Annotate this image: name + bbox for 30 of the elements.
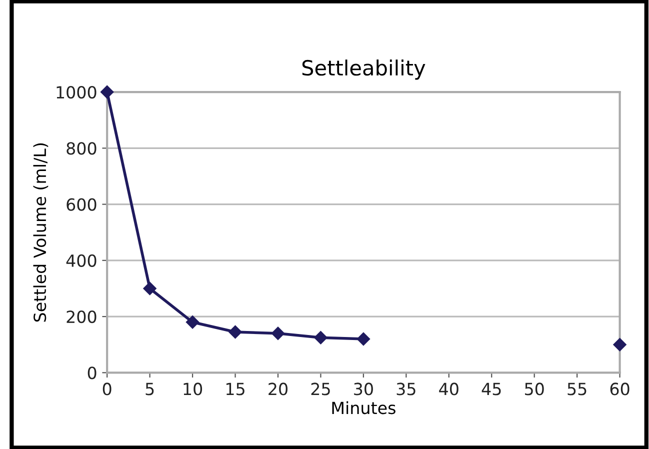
- y-axis-title: Settled Volume (ml/L): [33, 143, 48, 322]
- x-tick-label: 10: [184, 382, 202, 396]
- point: [100, 85, 114, 99]
- x-tick-label: 40: [439, 382, 458, 396]
- y-tick-label: 0: [88, 366, 96, 380]
- x-tick-label: 30: [354, 382, 373, 396]
- x-tick-label: 60: [610, 382, 630, 396]
- y-tick-label: 400: [66, 254, 96, 267]
- x-tick-label: 50: [525, 382, 544, 396]
- point: [186, 316, 200, 329]
- x-tick-label: 55: [568, 382, 586, 396]
- y-tick-label: 800: [66, 142, 96, 155]
- point: [356, 332, 370, 346]
- x-tick-label: 25: [311, 382, 330, 396]
- point: [613, 338, 626, 352]
- x-tick-label: 35: [396, 382, 416, 396]
- point: [271, 326, 285, 340]
- x-tick-label: 0: [102, 382, 112, 396]
- y-tick-label: 1000: [56, 86, 96, 99]
- point: [314, 331, 328, 344]
- x-tick-label: 20: [268, 382, 288, 396]
- y-tick-label: 600: [66, 198, 96, 211]
- x-tick-label: 5: [146, 382, 154, 396]
- chart-title: Settleability: [302, 60, 426, 80]
- x-axis-title: Minutes: [332, 401, 396, 414]
- point: [228, 325, 242, 339]
- y-tick-label: 200: [66, 310, 96, 324]
- point: [143, 282, 156, 296]
- x-tick-label: 15: [226, 382, 244, 396]
- x-tick-label: 45: [482, 382, 501, 396]
